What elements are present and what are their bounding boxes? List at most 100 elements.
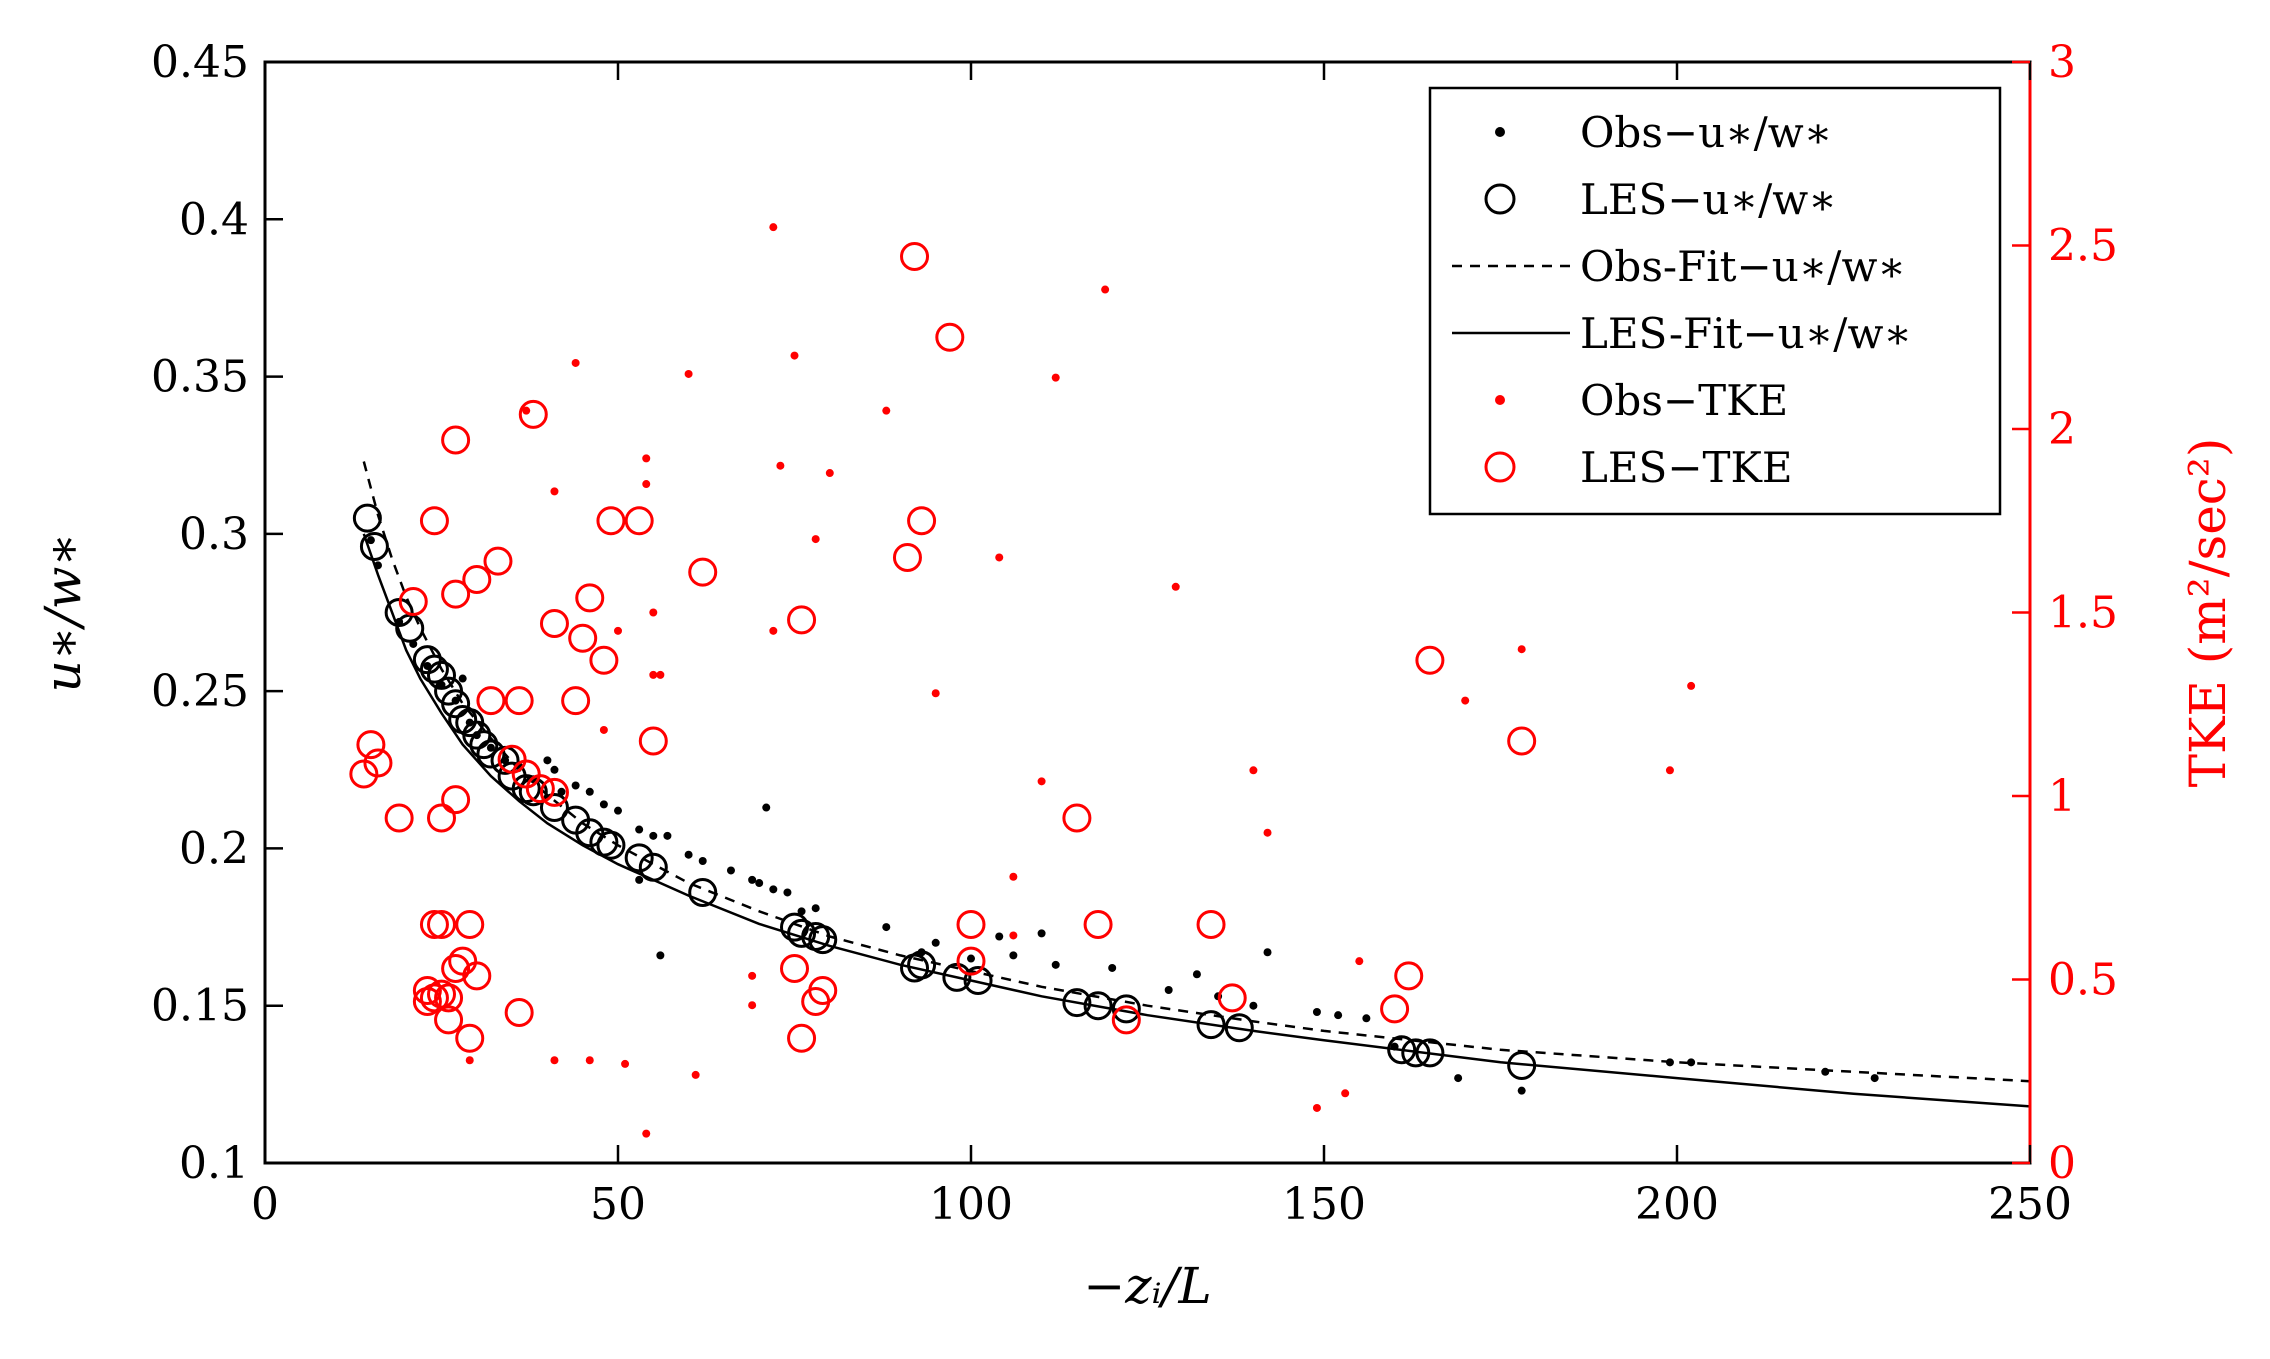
les-tke-point bbox=[441, 579, 471, 609]
right-tick-label: 2.5 bbox=[2048, 221, 2118, 272]
obs-ustar-point bbox=[1517, 1086, 1526, 1095]
left-tick-label: 0.1 bbox=[179, 1138, 249, 1189]
les-tke-point bbox=[504, 686, 534, 716]
les-tke-point bbox=[441, 953, 471, 983]
right-axis-ticks: 0 0.5 1 1.5 2 2.5 3 bbox=[2012, 37, 2118, 1189]
les-tke-point bbox=[518, 399, 548, 429]
obs-tke-point bbox=[1263, 828, 1272, 837]
obs-tke-point bbox=[882, 406, 891, 415]
les-tke-point bbox=[441, 785, 471, 815]
plot-area bbox=[349, 223, 2031, 1138]
obs-tke-point bbox=[1461, 696, 1470, 705]
obs-ustar-point bbox=[550, 765, 559, 774]
les-ustar-point bbox=[1507, 1050, 1537, 1080]
obs-tke-point bbox=[776, 461, 785, 470]
obs-tke-point bbox=[769, 223, 778, 232]
les-tke-point bbox=[398, 586, 428, 616]
obs-ustar-point bbox=[1454, 1074, 1463, 1083]
les-tke-point bbox=[892, 542, 922, 572]
obs-ustar-point bbox=[882, 923, 891, 932]
les-tke-point bbox=[497, 744, 527, 774]
legend-circle-marker bbox=[1484, 451, 1516, 483]
les-tke-point bbox=[441, 425, 471, 455]
obs-ustar-point bbox=[762, 803, 771, 812]
legend-entry: LES−u∗/w∗ bbox=[1484, 175, 1837, 224]
obs-tke-point bbox=[931, 689, 940, 698]
legend-box bbox=[1428, 86, 2002, 516]
les-ustar-point bbox=[1083, 991, 1113, 1021]
obs-ustar-point bbox=[1870, 1074, 1879, 1083]
obs-tke-point bbox=[811, 535, 820, 544]
obs-tke-point bbox=[1101, 285, 1110, 294]
obs-ustar-point bbox=[486, 743, 495, 752]
x-tick-label: 200 bbox=[1635, 1179, 1719, 1230]
x-tick-label: 0 bbox=[251, 1179, 279, 1230]
obs-ustar-point bbox=[656, 951, 665, 960]
obs-ustar-point bbox=[557, 787, 566, 796]
obs-tke-point bbox=[1037, 777, 1046, 786]
legend: Obs−u∗/w∗ LES−u∗/w∗ Obs-Fit−u∗/w∗ LES-Fit−u… bbox=[1428, 86, 2002, 516]
obs-tke-point bbox=[1171, 582, 1180, 591]
les-ustar-point bbox=[419, 654, 449, 684]
les-ustar-point bbox=[352, 503, 382, 533]
les-tke-point bbox=[539, 777, 569, 807]
obs-ustar-point bbox=[1192, 970, 1201, 979]
obs-fit-line bbox=[362, 461, 2031, 1083]
obs-ustar-point bbox=[769, 885, 778, 894]
les-tke-point bbox=[427, 803, 456, 833]
les-ustar-point bbox=[462, 720, 492, 750]
obs-ustar-point bbox=[698, 857, 707, 866]
obs-tke-point bbox=[585, 1056, 594, 1065]
obs-ustar-point bbox=[1390, 1042, 1399, 1051]
les-tke-point bbox=[935, 322, 965, 352]
obs-ustar-point bbox=[684, 850, 693, 859]
obs-ustar-point bbox=[1334, 1011, 1343, 1020]
les-tke-point bbox=[476, 686, 506, 716]
les-ustar-point bbox=[624, 843, 654, 873]
les-ustar-point bbox=[575, 818, 605, 848]
obs-ustar-point bbox=[571, 781, 580, 790]
x-tick-label: 50 bbox=[590, 1179, 646, 1230]
les-tke-point bbox=[455, 909, 485, 939]
obs-ustar-point bbox=[635, 875, 644, 884]
obs-tke-point bbox=[642, 454, 651, 463]
obs-ustar-point bbox=[543, 756, 552, 765]
les-ustar-point bbox=[963, 966, 993, 996]
left-tick-label: 0.2 bbox=[179, 823, 249, 874]
les-tke-point bbox=[412, 987, 442, 1017]
obs-tke-point bbox=[649, 608, 658, 617]
les-ustar-point bbox=[1401, 1038, 1431, 1068]
obs-tke-point bbox=[550, 1056, 559, 1065]
legend-label: Obs−TKE bbox=[1580, 376, 1788, 425]
les-tke-point bbox=[780, 953, 809, 983]
obs-ustar-point bbox=[1312, 1008, 1321, 1017]
x-axis-label: −zᵢ/L bbox=[1083, 1257, 1211, 1315]
obs-tke-point bbox=[522, 406, 531, 415]
obs-tke-point bbox=[621, 1059, 630, 1068]
obs-ustar-point bbox=[1108, 963, 1117, 972]
obs-tke-point bbox=[1665, 766, 1674, 775]
obs-ustar-point bbox=[663, 831, 672, 840]
obs-ustar-point bbox=[614, 806, 622, 815]
les-ustar-point bbox=[469, 730, 499, 760]
les-ustar-point bbox=[638, 852, 668, 882]
legend-entry: Obs-Fit−u∗/w∗ bbox=[1452, 242, 1906, 291]
obs-tke-point bbox=[748, 971, 757, 980]
left-tick-label: 0.45 bbox=[151, 37, 249, 88]
right-tick-label: 1.5 bbox=[2048, 588, 2118, 639]
les-ustar-point bbox=[688, 877, 718, 907]
obs-ustar-point bbox=[649, 831, 658, 840]
x-tick-label: 150 bbox=[1282, 1179, 1366, 1230]
obs-ustar-point bbox=[1009, 951, 1018, 960]
les-tke-point bbox=[384, 803, 414, 833]
left-axis-ticks: 0.1 0.15 0.2 0.25 0.3 0.35 0.4 0.45 bbox=[151, 37, 283, 1189]
legend-label: LES−TKE bbox=[1580, 443, 1793, 492]
obs-ustar-point bbox=[1362, 1014, 1371, 1023]
obs-tke-point bbox=[656, 670, 665, 679]
obs-tke-point bbox=[1051, 373, 1060, 382]
les-tke-point bbox=[448, 946, 478, 976]
obs-ustar-point bbox=[748, 875, 757, 884]
les-ustar-point bbox=[787, 918, 817, 948]
les-tke-point bbox=[427, 909, 456, 939]
x-axis-ticks: 0 50 100 150 200 250 bbox=[251, 62, 2072, 1230]
